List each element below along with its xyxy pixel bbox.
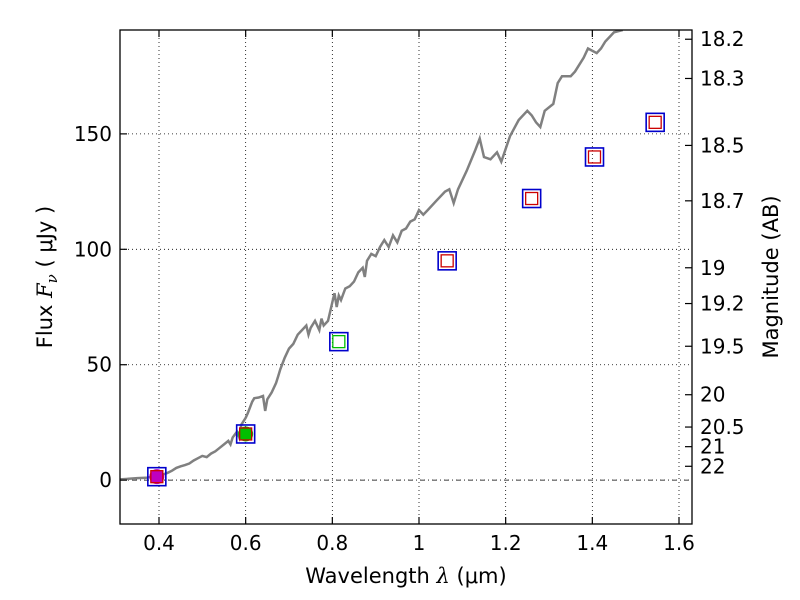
y-tick-label: 100 <box>74 237 112 261</box>
right-tick-label: 20 <box>700 383 725 407</box>
axes-frame <box>119 29 693 525</box>
right-tick-label: 22 <box>700 454 725 478</box>
y-axis-label-subscript: ν <box>43 274 61 283</box>
spectrum-line <box>120 30 624 481</box>
right-tick-label: 20.5 <box>700 415 745 439</box>
y-tick-label: 50 <box>87 353 112 377</box>
detection-r-point <box>238 426 254 442</box>
model-point <box>332 334 346 349</box>
plot-area <box>120 30 692 524</box>
y-axis-label-unit: ( μJy ) <box>33 206 57 274</box>
y-axis-label: Flux Fν ( μJy ) <box>33 206 61 348</box>
detection-u-point <box>149 469 165 485</box>
model-point <box>239 427 253 441</box>
x-axis-label-unit: (μm) <box>450 564 507 588</box>
y-axis-label-prefix: Flux <box>33 298 57 348</box>
x-axis-label-prefix: Wavelength <box>305 564 436 588</box>
x-tick-label: 1.6 <box>663 531 695 555</box>
model-point <box>150 470 164 484</box>
y-tick-labels: 0 50 100 150 <box>74 122 112 492</box>
model-point <box>525 191 539 206</box>
right-axis-label: Magnitude (AB) <box>759 195 783 358</box>
x-tick-label: 1 <box>413 531 426 555</box>
observed-point <box>584 147 605 167</box>
model-point <box>440 254 454 268</box>
right-tick-label: 18.3 <box>700 66 745 90</box>
right-tick-label: 18.5 <box>700 133 745 157</box>
observed-point <box>235 424 256 444</box>
right-tick-label: 19 <box>700 256 725 280</box>
right-tick-label: 18.2 <box>700 27 745 51</box>
observed-point <box>147 466 167 487</box>
observed-point <box>645 112 665 133</box>
x-tick-label: 0.4 <box>143 531 175 555</box>
axis-ticks <box>120 30 692 524</box>
x-tick-label: 1.2 <box>490 531 522 555</box>
x-axis-label-symbol: λ <box>436 564 450 588</box>
observed-point <box>437 251 457 271</box>
model-point <box>648 115 662 129</box>
right-tick-label: 21 <box>700 435 725 459</box>
model-point <box>587 150 602 164</box>
right-tick-label: 18.7 <box>700 189 745 213</box>
photometry-marks <box>147 112 665 487</box>
y-tick-label: 0 <box>99 468 112 492</box>
right-tick-label: 19.5 <box>700 334 745 358</box>
observed-point <box>329 331 349 352</box>
x-axis-label: Wavelength λ (μm) <box>305 564 506 588</box>
observed-point <box>521 188 542 209</box>
y-axis-label-symbol: F <box>33 282 57 299</box>
x-tick-label: 0.6 <box>230 531 262 555</box>
right-tick-label: 19.2 <box>700 292 745 316</box>
x-tick-label: 1.4 <box>576 531 608 555</box>
y-tick-label: 150 <box>74 122 112 146</box>
x-tick-labels: 0.4 0.6 0.8 1 1.2 1.4 1.6 <box>143 531 695 555</box>
x-tick-label: 0.8 <box>316 531 348 555</box>
